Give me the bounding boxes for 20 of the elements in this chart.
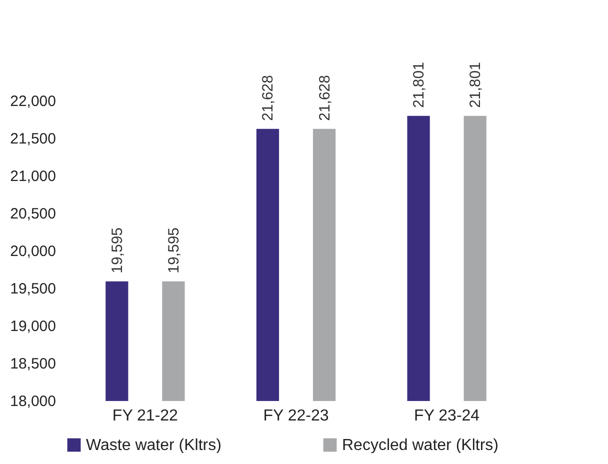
y-tick-label: 19,500 [10,280,56,298]
data-label: 19,595 [108,227,126,274]
y-tick-label: 22,000 [10,93,56,110]
legend-label: Waste water (Kltrs) [86,437,222,454]
y-tick-label: 21,000 [10,168,56,185]
data-label: 21,628 [316,75,334,121]
x-tick-label: FY 21-22 [112,408,178,424]
y-tick-label: 18,500 [10,356,56,372]
y-tick-label: 20,500 [10,206,56,222]
legend-label: Recycled water (Kltrs) [342,437,498,454]
data-label: 21,801 [410,62,428,108]
y-tick-label: 18,000 [10,393,56,410]
data-label: 21,628 [260,75,277,121]
y-tick-label: 20,000 [10,243,56,260]
x-tick-label: FY 22-23 [263,408,329,424]
x-tick-label: FY 23-24 [414,408,480,424]
data-label: 19,595 [165,227,182,274]
y-tick-label: 19,000 [10,318,56,335]
y-tick-label: 21,500 [10,130,56,148]
data-label: 21,801 [467,62,484,108]
